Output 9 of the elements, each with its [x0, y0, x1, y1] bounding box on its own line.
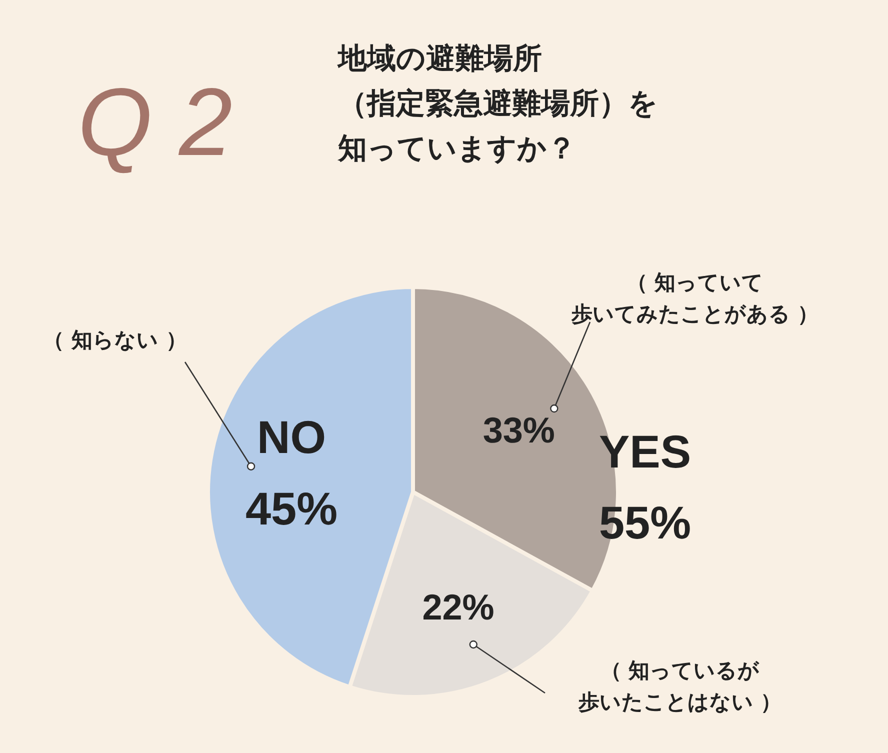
data-label: NO 45% — [245, 411, 338, 534]
data-label: 33% — [482, 408, 555, 450]
slice-label: （ 知っているが歩いたことはない ） — [577, 658, 782, 714]
text: Q 2 — [78, 69, 232, 176]
chart-title: 地域の避難場所（指定緊急避難場所）を知っていますか？ — [336, 41, 658, 165]
data-label: 22% — [422, 586, 494, 627]
text: YES 55% — [598, 425, 692, 549]
slice-label: （ 知らない ） — [43, 328, 187, 352]
slice-label: （ 知っていて歩いてみたことがある ） — [570, 270, 819, 326]
